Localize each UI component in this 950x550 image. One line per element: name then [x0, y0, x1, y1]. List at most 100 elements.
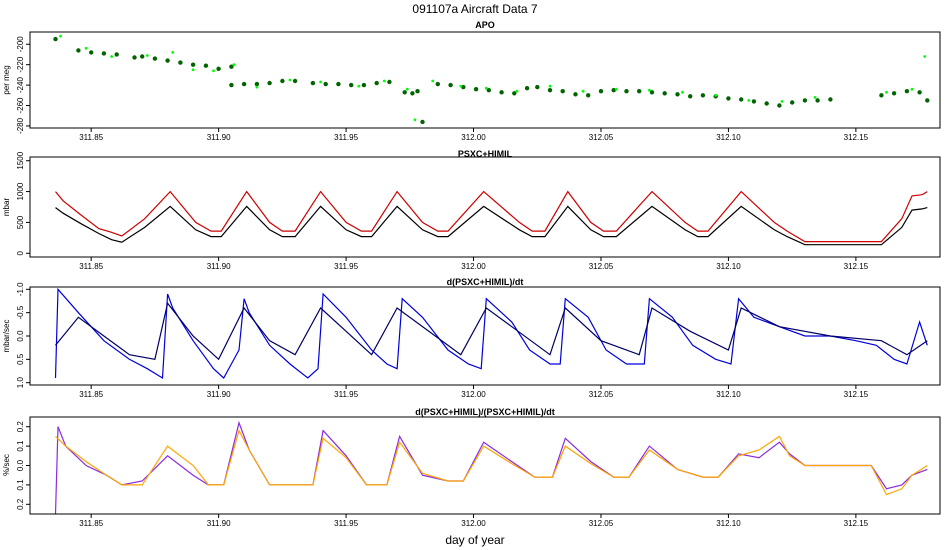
- data-point: [910, 87, 914, 91]
- data-point: [624, 89, 629, 94]
- data-point: [486, 88, 491, 93]
- data-point: [374, 80, 379, 86]
- data-point: [349, 82, 354, 88]
- data-point: [255, 85, 259, 89]
- data-point: [191, 68, 195, 72]
- panel-title: PSXC+HIMIL: [458, 149, 513, 159]
- data-point: [435, 81, 440, 87]
- x-tick-label: 312.00: [461, 390, 486, 399]
- data-point: [598, 89, 604, 94]
- data-point: [573, 92, 578, 97]
- data-point: [402, 90, 407, 95]
- x-tick-label: 312.05: [589, 262, 614, 271]
- y-axis-label: mbar: [2, 198, 11, 217]
- x-tick-label: 311.85: [79, 519, 103, 528]
- data-point: [726, 96, 731, 101]
- data-point: [780, 100, 784, 103]
- data-point: [232, 63, 236, 67]
- x-tick-label: 312.05: [589, 133, 614, 142]
- data-point: [229, 64, 234, 69]
- x-tick-label: 311.85: [79, 390, 103, 399]
- panel-pressure-derivative: d(PSXC+HIMIL)/dt mbar/sec 311.85 311.90 31…: [2, 277, 941, 399]
- panel-title: d(PSXC+HIMIL)/(PSXC+HIMIL)/dt: [415, 407, 555, 417]
- x-tick-label: 312.00: [461, 262, 486, 271]
- x-tick-label: 311.85: [79, 133, 103, 142]
- data-point: [790, 100, 795, 105]
- x-tick-label: 312.00: [461, 519, 486, 528]
- data-point: [586, 93, 591, 98]
- series-line: [55, 205, 928, 246]
- data-point: [152, 56, 158, 61]
- data-point: [828, 97, 833, 102]
- x-axis-label: day of year: [445, 533, 504, 547]
- data-point: [336, 81, 341, 87]
- data-point: [499, 90, 504, 95]
- data-point: [662, 91, 667, 96]
- x-tick-label: 311.90: [207, 133, 231, 142]
- data-point: [84, 46, 88, 50]
- data-point: [89, 50, 94, 55]
- y-tick-label: 0.2: [16, 498, 25, 510]
- data-point: [241, 81, 247, 87]
- y-tick-label: 1000: [16, 182, 25, 200]
- plot-frame: [29, 156, 941, 258]
- x-tick-label: 311.90: [207, 519, 231, 528]
- data-point: [885, 90, 888, 94]
- data-point: [547, 88, 553, 93]
- x-tick-label: 311.95: [334, 519, 358, 528]
- data-point: [581, 89, 585, 93]
- data-point: [681, 90, 684, 94]
- y-tick-label: 0.1: [16, 440, 25, 452]
- y-tick-label: -240: [16, 77, 25, 94]
- x-tick-label: 312.10: [716, 262, 741, 271]
- series-line: [54, 287, 928, 380]
- data-point: [53, 36, 58, 42]
- panel-title: d(PSXC+HIMIL)/dt: [447, 277, 524, 287]
- x-tick-label: 311.95: [334, 262, 358, 271]
- y-tick-label: 500: [16, 215, 25, 229]
- data-point: [410, 91, 415, 96]
- data-point: [904, 89, 910, 94]
- x-tick-label: 312.15: [844, 390, 869, 399]
- data-point: [319, 80, 322, 84]
- plot-area: [54, 420, 928, 514]
- x-tick-label: 312.10: [716, 133, 741, 142]
- figure-title: 091107a Aircraft Data 7: [412, 2, 538, 16]
- x-tick-label: 311.90: [207, 262, 231, 271]
- data-point: [431, 79, 435, 83]
- y-tick-label: -200: [16, 36, 25, 53]
- data-point: [512, 91, 517, 96]
- data-point: [288, 78, 292, 82]
- x-tick-label: 312.05: [589, 519, 614, 528]
- data-point: [190, 62, 196, 67]
- data-point: [461, 84, 466, 90]
- y-tick-label: 0.0: [16, 459, 25, 471]
- data-point: [76, 48, 81, 53]
- data-point: [459, 84, 463, 88]
- data-point: [229, 82, 234, 88]
- panel-pressure: PSXC+HIMIL mbar 311.85 311.90 311.95 312.00…: [2, 149, 941, 271]
- y-tick-label: -220: [16, 56, 25, 73]
- data-point: [802, 98, 808, 103]
- y-axis-label: per meg: [2, 65, 11, 94]
- data-point: [777, 103, 782, 108]
- y-tick-label: 1500: [16, 151, 25, 169]
- data-point: [203, 63, 209, 68]
- data-point: [171, 51, 175, 54]
- data-point: [484, 86, 488, 90]
- x-tick-label: 311.95: [334, 133, 358, 142]
- x-tick-label: 311.85: [79, 262, 103, 271]
- plot-frame: [29, 416, 941, 515]
- data-point: [548, 84, 552, 88]
- data-point: [140, 54, 145, 59]
- data-point: [405, 87, 409, 91]
- x-tick-label: 312.15: [844, 262, 869, 271]
- data-point: [649, 90, 655, 95]
- y-tick-label: -280: [16, 117, 25, 134]
- data-point: [310, 80, 316, 86]
- data-point: [387, 79, 392, 85]
- plot-area: [53, 34, 930, 125]
- data-point: [448, 82, 453, 88]
- data-point: [292, 78, 298, 84]
- data-point: [515, 89, 519, 93]
